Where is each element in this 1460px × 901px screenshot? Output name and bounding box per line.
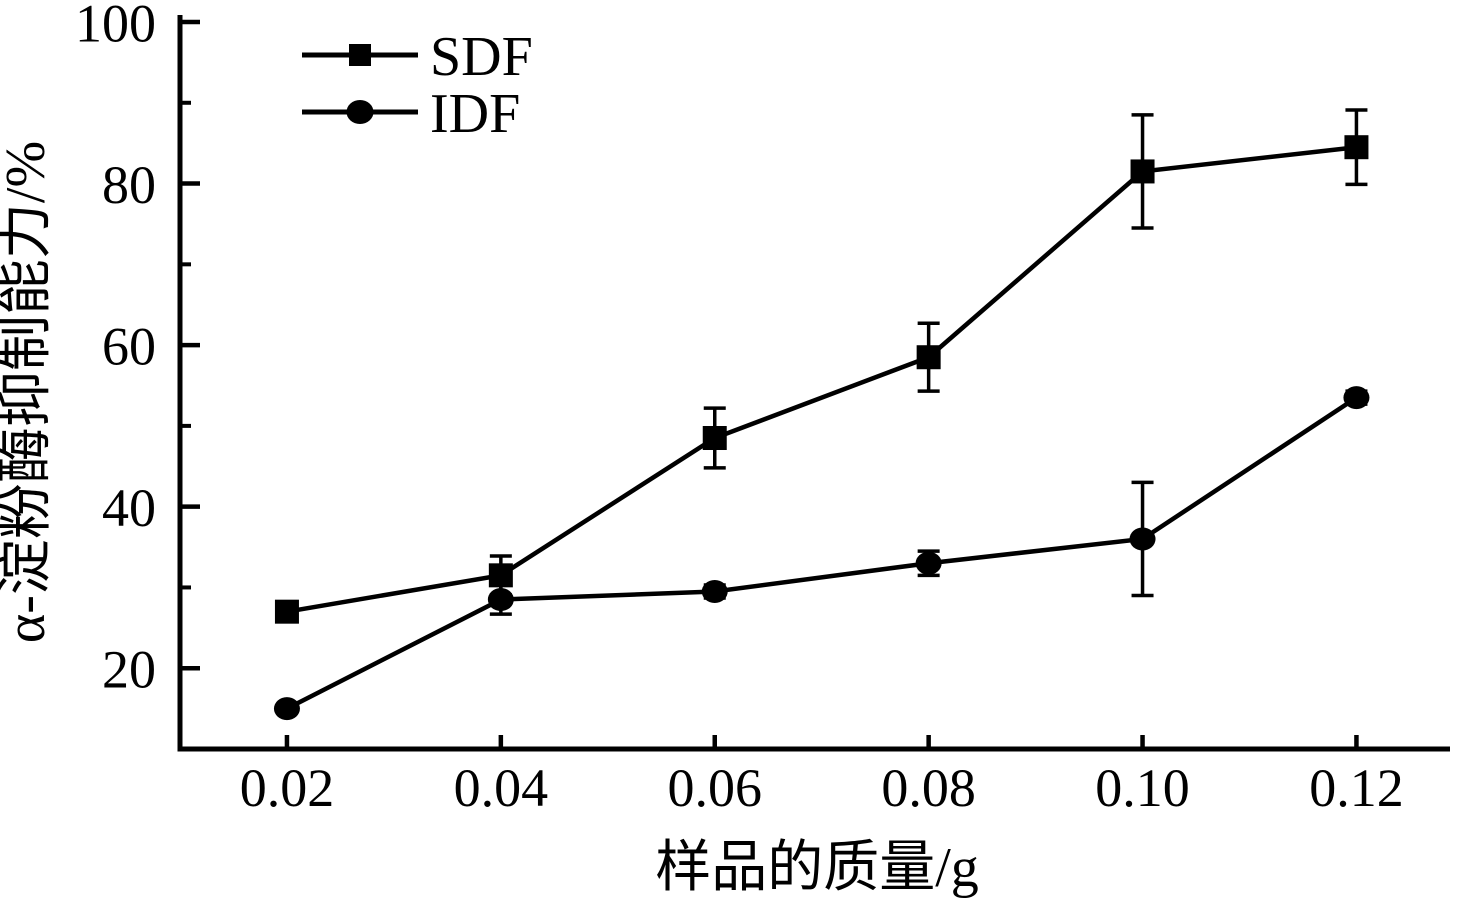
y-tick-label: 60 xyxy=(102,317,156,377)
series-sdf xyxy=(274,108,1369,624)
circle-marker xyxy=(273,697,300,721)
y-tick-label: 100 xyxy=(75,0,156,53)
series-idf xyxy=(273,386,1370,721)
x-tick-label: 0.08 xyxy=(881,758,976,818)
legend-samples xyxy=(302,44,418,124)
square-marker xyxy=(1130,159,1155,184)
legend-circle-marker xyxy=(346,100,374,124)
series-line-idf xyxy=(285,395,1358,711)
x-tick-label: 0.04 xyxy=(454,758,549,818)
legend-label-idf: IDF xyxy=(430,83,520,145)
circle-marker xyxy=(1343,386,1370,410)
legend: SDF IDF xyxy=(302,26,533,145)
y-axis-label: α-淀粉酶抑制能力/% xyxy=(0,141,57,643)
circle-marker xyxy=(487,588,514,612)
plot-layer: 20 40 60 80 100 0.02 0.04 0.06 0.08 0.10 0.12 xyxy=(75,0,1450,818)
y-tick-label: 20 xyxy=(102,640,156,700)
x-axis-label: 样品的质量/g xyxy=(655,837,979,899)
x-tick-label: 0.12 xyxy=(1309,758,1404,818)
legend-square-marker xyxy=(349,44,371,66)
legend-label-sdf: SDF xyxy=(430,26,533,88)
y-tick-label: 40 xyxy=(102,478,156,538)
x-tick-label: 0.06 xyxy=(667,758,762,818)
square-marker xyxy=(274,599,299,624)
y-tick-label: 80 xyxy=(102,155,156,215)
x-tick-label: 0.02 xyxy=(240,758,335,818)
x-tick-label: 0.10 xyxy=(1095,758,1190,818)
circle-marker xyxy=(915,551,942,575)
circle-marker xyxy=(701,579,728,603)
square-marker xyxy=(488,563,513,588)
square-marker xyxy=(916,345,941,370)
series-line-sdf xyxy=(286,144,1357,614)
circle-marker xyxy=(1129,527,1156,551)
square-marker xyxy=(1344,135,1369,160)
square-marker xyxy=(702,426,727,451)
